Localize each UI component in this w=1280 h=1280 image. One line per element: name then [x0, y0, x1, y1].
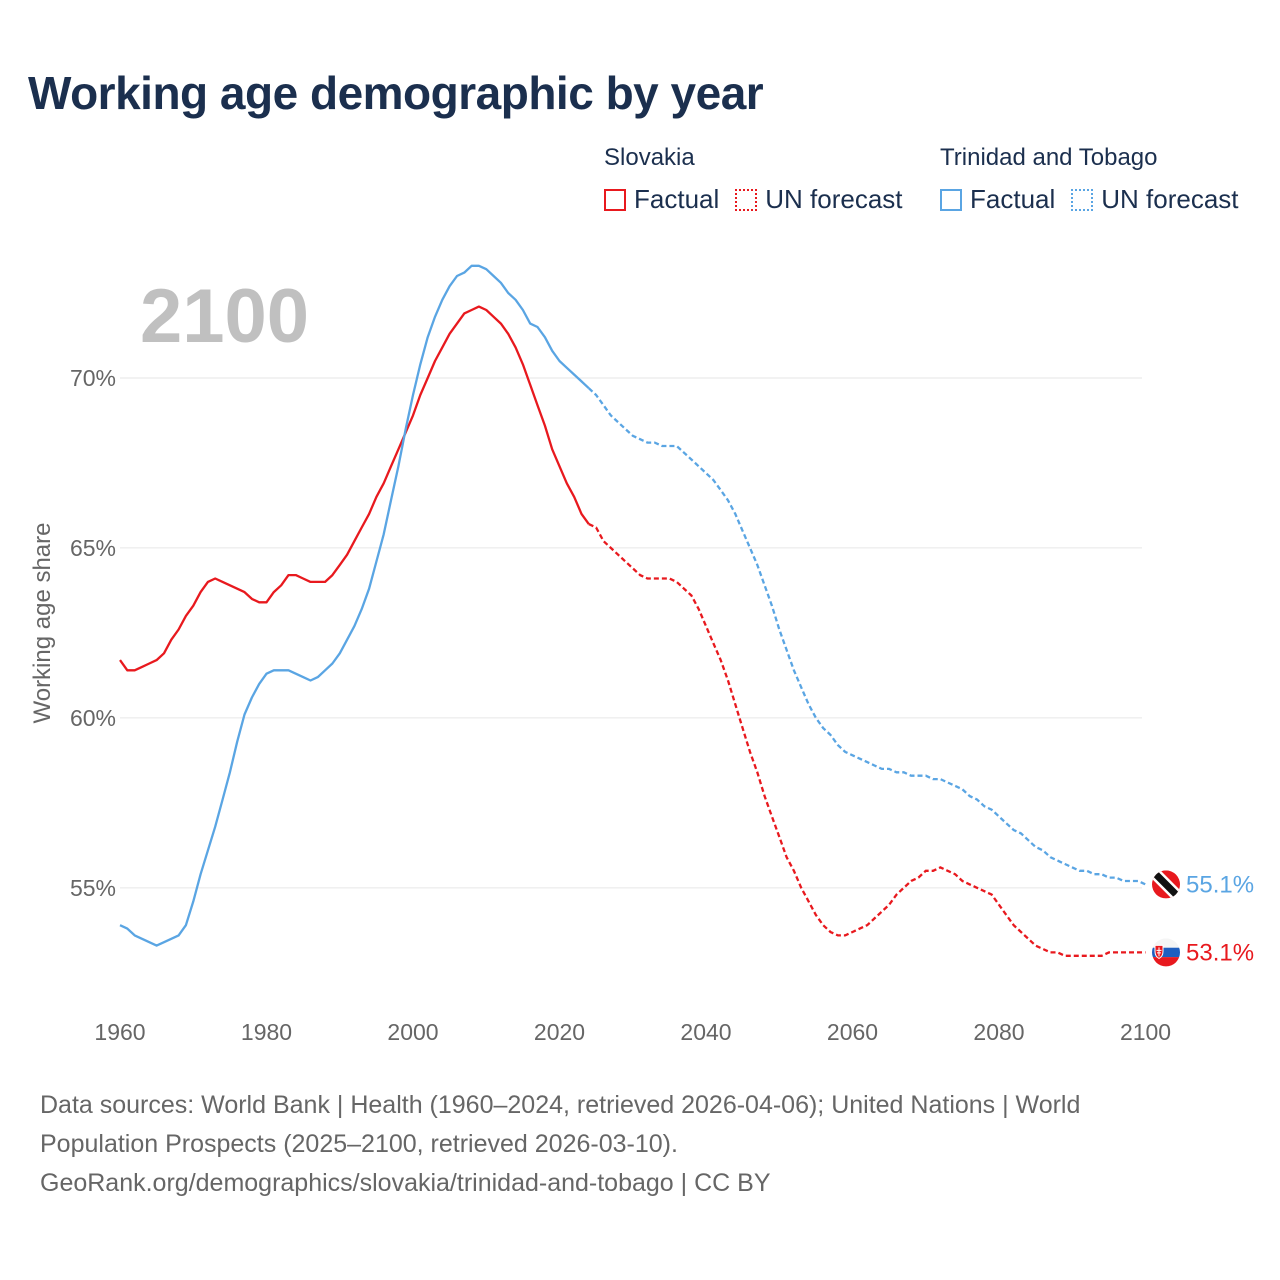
slovakia-flag-icon [1152, 938, 1180, 967]
x-tick-label: 1980 [241, 1019, 292, 1045]
footer-attribution[interactable]: GeoRank.org/demographics/slovakia/trinid… [40, 1169, 771, 1197]
x-tick-label: 2060 [827, 1019, 878, 1045]
series-line-slovakia-factual[interactable] [119, 305, 590, 672]
x-tick-label: 2020 [534, 1019, 585, 1045]
y-tick-label: 65% [70, 535, 116, 561]
footer: Data sources: World Bank | Health (1960–… [40, 1086, 1240, 1203]
legend-item-slovakia-forecast[interactable]: UN forecast [735, 184, 903, 215]
legend-swatch-dotted [1071, 188, 1094, 211]
end-value-label-slovakia: 53.1% [1186, 939, 1254, 966]
legend-item-trinidad-forecast[interactable]: UN forecast [1071, 184, 1239, 215]
legend-label: UN forecast [765, 184, 903, 214]
end-value-label-trinidad-and-tobago: 55.1% [1186, 871, 1254, 898]
x-tick-label: 2080 [973, 1019, 1024, 1045]
legend-swatch-solid [604, 188, 626, 211]
year-watermark: 2100 [140, 274, 309, 359]
legend-group-name: Trinidad and Tobago [940, 144, 1158, 171]
x-tick-label: 2040 [680, 1019, 731, 1045]
footer-sources-line-2: Population Prospects (2025–2100, retriev… [40, 1130, 678, 1158]
legend-label: UN forecast [1101, 184, 1239, 214]
legend-group-slovakia: Slovakia Factual UN forecast [604, 144, 919, 215]
trinidad-and-tobago-flag-icon [1152, 870, 1180, 899]
x-tick-label: 1960 [94, 1019, 145, 1045]
y-tick-label: 55% [70, 875, 116, 901]
series-line-slovakia-forecast[interactable] [588, 523, 1146, 957]
legend-label: Factual [970, 184, 1056, 214]
legend-label: Factual [634, 184, 720, 214]
x-tick-label: 2100 [1120, 1019, 1171, 1045]
legend-swatch-dotted [735, 188, 758, 211]
legend-item-trinidad-factual[interactable]: Factual [940, 184, 1055, 215]
series-line-trinidad-and-tobago-factual[interactable] [119, 264, 590, 947]
legend-item-slovakia-factual[interactable]: Factual [604, 184, 719, 215]
legend-group-trinidad: Trinidad and Tobago Factual UN forecast [940, 144, 1255, 215]
legend-group-name: Slovakia [604, 144, 695, 171]
legend-swatch-solid [940, 188, 962, 211]
y-tick-label: 70% [70, 365, 116, 391]
y-tick-label: 60% [70, 705, 116, 731]
line-chart: 2100 55% 60% 65% 70% 1960 1980 2000 2020 2040 20… [29, 264, 1254, 1045]
chart-title: Working age demographic by year [28, 67, 764, 119]
series-line-trinidad-and-tobago-forecast[interactable] [588, 387, 1146, 886]
y-axis-label: Working age share [29, 523, 56, 724]
footer-sources-line-1: Data sources: World Bank | Health (1960–… [40, 1091, 1081, 1119]
x-tick-label: 2000 [387, 1019, 438, 1045]
